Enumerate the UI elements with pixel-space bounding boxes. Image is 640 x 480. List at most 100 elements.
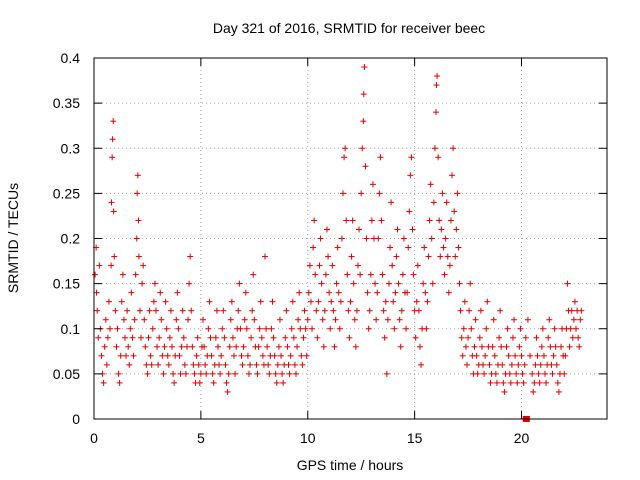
data-point xyxy=(409,226,416,233)
data-point xyxy=(114,325,121,332)
data-point xyxy=(558,343,565,350)
data-point xyxy=(575,334,582,341)
data-point xyxy=(140,262,147,269)
data-point xyxy=(430,199,437,206)
data-point xyxy=(183,343,190,350)
data-point xyxy=(136,307,143,314)
data-point xyxy=(514,379,521,386)
data-point xyxy=(344,271,351,278)
data-point xyxy=(491,352,498,359)
data-point xyxy=(508,361,515,368)
data-point xyxy=(429,280,436,287)
data-point xyxy=(531,379,538,386)
data-point xyxy=(107,325,114,332)
data-point xyxy=(197,370,204,377)
y-tick-label: 0.2 xyxy=(61,231,81,247)
data-point xyxy=(421,244,428,251)
data-point xyxy=(456,280,463,287)
data-point xyxy=(259,352,266,359)
data-point xyxy=(408,154,415,161)
data-point xyxy=(313,307,320,314)
data-point xyxy=(440,244,447,251)
data-point xyxy=(343,217,350,224)
data-point xyxy=(161,343,168,350)
data-point xyxy=(554,379,561,386)
data-point xyxy=(459,352,466,359)
data-point xyxy=(527,352,534,359)
data-point xyxy=(284,343,291,350)
data-point xyxy=(144,370,151,377)
y-tick-labels: 0 0.05 0.1 0.15 0.2 0.25 0.3 0.35 0.4 xyxy=(53,50,80,427)
data-point xyxy=(109,154,116,161)
data-point xyxy=(111,253,118,260)
data-point xyxy=(333,280,340,287)
data-point xyxy=(288,325,295,332)
data-point xyxy=(549,370,556,377)
data-point xyxy=(547,343,554,350)
data-point xyxy=(205,325,212,332)
data-point xyxy=(232,370,239,377)
data-point xyxy=(346,334,353,341)
data-point xyxy=(576,343,583,350)
data-point xyxy=(519,370,526,377)
data-point xyxy=(286,370,293,377)
x-tick-label: 10 xyxy=(300,430,316,446)
data-point xyxy=(433,109,439,116)
data-point xyxy=(118,298,125,305)
data-point xyxy=(134,190,141,197)
grid-lines xyxy=(94,58,607,419)
data-point xyxy=(158,316,165,323)
data-point xyxy=(228,298,235,305)
data-point xyxy=(412,334,419,341)
data-point xyxy=(484,298,491,305)
data-point xyxy=(536,379,543,386)
data-point xyxy=(372,280,379,287)
data-point xyxy=(396,316,403,323)
data-point xyxy=(552,343,559,350)
data-point xyxy=(244,352,251,359)
data-point xyxy=(275,343,282,350)
data-point xyxy=(398,307,405,314)
data-point xyxy=(109,136,116,143)
data-point xyxy=(135,217,142,224)
axis-ticks xyxy=(93,57,607,420)
data-point xyxy=(422,289,429,296)
data-point xyxy=(517,325,524,332)
data-point xyxy=(384,316,391,323)
data-point xyxy=(239,361,246,368)
data-point xyxy=(112,307,119,314)
data-point xyxy=(309,325,316,332)
data-point xyxy=(385,280,392,287)
data-point xyxy=(287,352,294,359)
data-point xyxy=(483,325,490,332)
y-tick-label: 0.1 xyxy=(61,321,81,337)
data-point xyxy=(108,262,115,269)
data-point xyxy=(187,253,194,260)
data-point xyxy=(368,217,375,224)
data-point xyxy=(188,307,195,314)
data-point xyxy=(442,235,449,242)
data-point xyxy=(431,145,438,152)
data-point xyxy=(540,352,547,359)
data-point xyxy=(233,343,240,350)
data-point xyxy=(534,352,541,359)
data-point xyxy=(457,307,464,314)
data-point xyxy=(105,298,112,305)
data-point xyxy=(568,307,575,314)
data-point xyxy=(100,379,107,386)
data-point xyxy=(506,370,513,377)
data-point xyxy=(486,361,493,368)
data-point xyxy=(380,307,387,314)
data-point xyxy=(322,271,329,278)
data-point xyxy=(391,325,398,332)
data-point xyxy=(115,370,122,377)
data-point xyxy=(410,271,417,278)
data-point xyxy=(126,361,133,368)
data-point xyxy=(173,316,180,323)
data-point xyxy=(131,316,138,323)
data-point xyxy=(247,361,254,368)
data-point xyxy=(393,253,400,260)
data-point xyxy=(130,352,137,359)
data-point xyxy=(476,334,483,341)
